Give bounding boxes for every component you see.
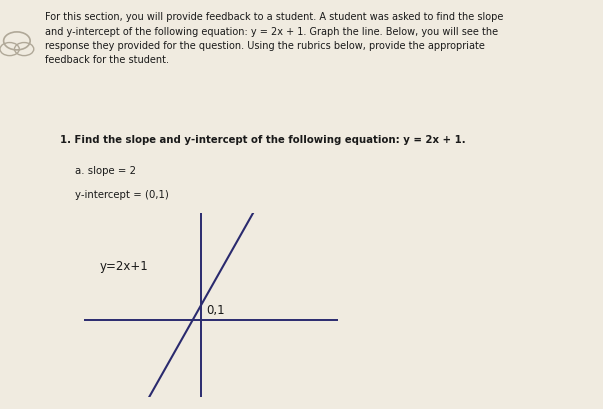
Text: y-intercept = (0,1): y-intercept = (0,1) bbox=[75, 190, 169, 200]
Text: a. slope = 2: a. slope = 2 bbox=[75, 166, 136, 175]
Text: For this section, you will provide feedback to a student. A student was asked to: For this section, you will provide feedb… bbox=[45, 12, 504, 65]
Text: 0,1: 0,1 bbox=[206, 304, 224, 317]
Text: 1. Find the slope and y-intercept of the following equation: y = 2x + 1.: 1. Find the slope and y-intercept of the… bbox=[60, 135, 466, 145]
Text: y=2x+1: y=2x+1 bbox=[100, 260, 149, 273]
